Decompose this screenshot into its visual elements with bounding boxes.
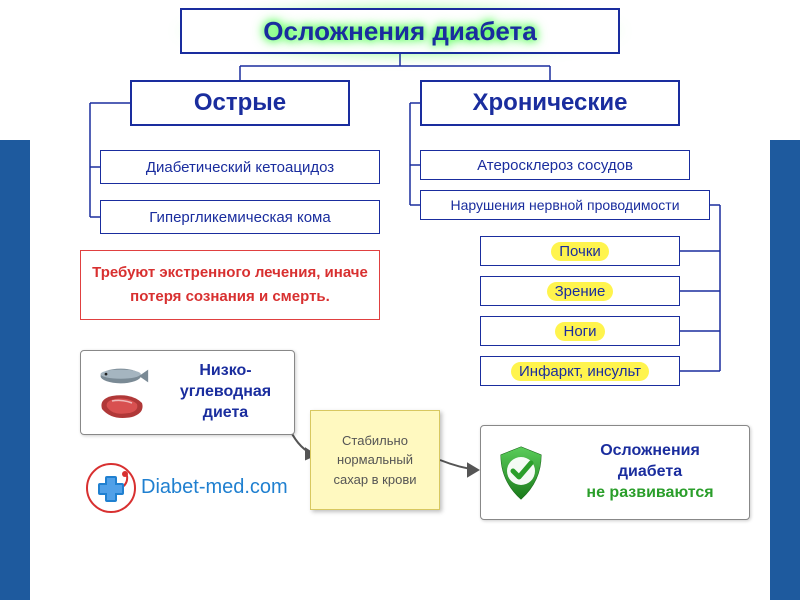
sidebar-right [770,140,800,600]
acute-item-1: Диабетический кетоацидоз [100,150,380,184]
fish-icon [95,365,150,387]
logo-text: Diabet-med.com [141,476,288,499]
sidebar-left [0,140,30,600]
organ-1-label: Почки [551,242,609,261]
diet-label: Низко- углеводная диета [157,361,294,423]
page-title: Осложнения диабета [263,16,536,47]
organ-1: Почки [480,236,680,266]
organ-4-label: Инфаркт, инсульт [511,362,649,381]
category-acute: Острые [130,80,350,126]
meat-icon [97,391,147,421]
category-acute-label: Острые [194,89,286,117]
logo: Diabet-med.com [85,455,295,520]
organ-2-label: Зрение [547,282,614,301]
diet-box: Низко- углеводная диета [80,350,295,435]
diet-images [87,358,157,428]
result-box: Осложнения диабета не развиваются [480,425,750,520]
acute-item-2: Гипергликемическая кома [100,200,380,234]
title-box: Осложнения диабета [180,8,620,54]
category-chronic-label: Хронические [472,89,627,117]
sticky-note: Стабильно нормальный сахар в крови [310,410,440,510]
organ-3: Ноги [480,316,680,346]
chronic-item-1: Атеросклероз сосудов [420,150,690,180]
acute-warning: Требуют экстренного лечения, иначе потер… [80,250,380,320]
logo-icon [85,462,137,514]
result-text: Осложнения диабета не развиваются [551,441,749,503]
category-chronic: Хронические [420,80,680,126]
organ-3-label: Ноги [555,322,604,341]
chronic-item-2: Нарушения нервной проводимости [420,190,710,220]
shield-check-icon [491,443,551,503]
organ-4: Инфаркт, инсульт [480,356,680,386]
organ-2: Зрение [480,276,680,306]
